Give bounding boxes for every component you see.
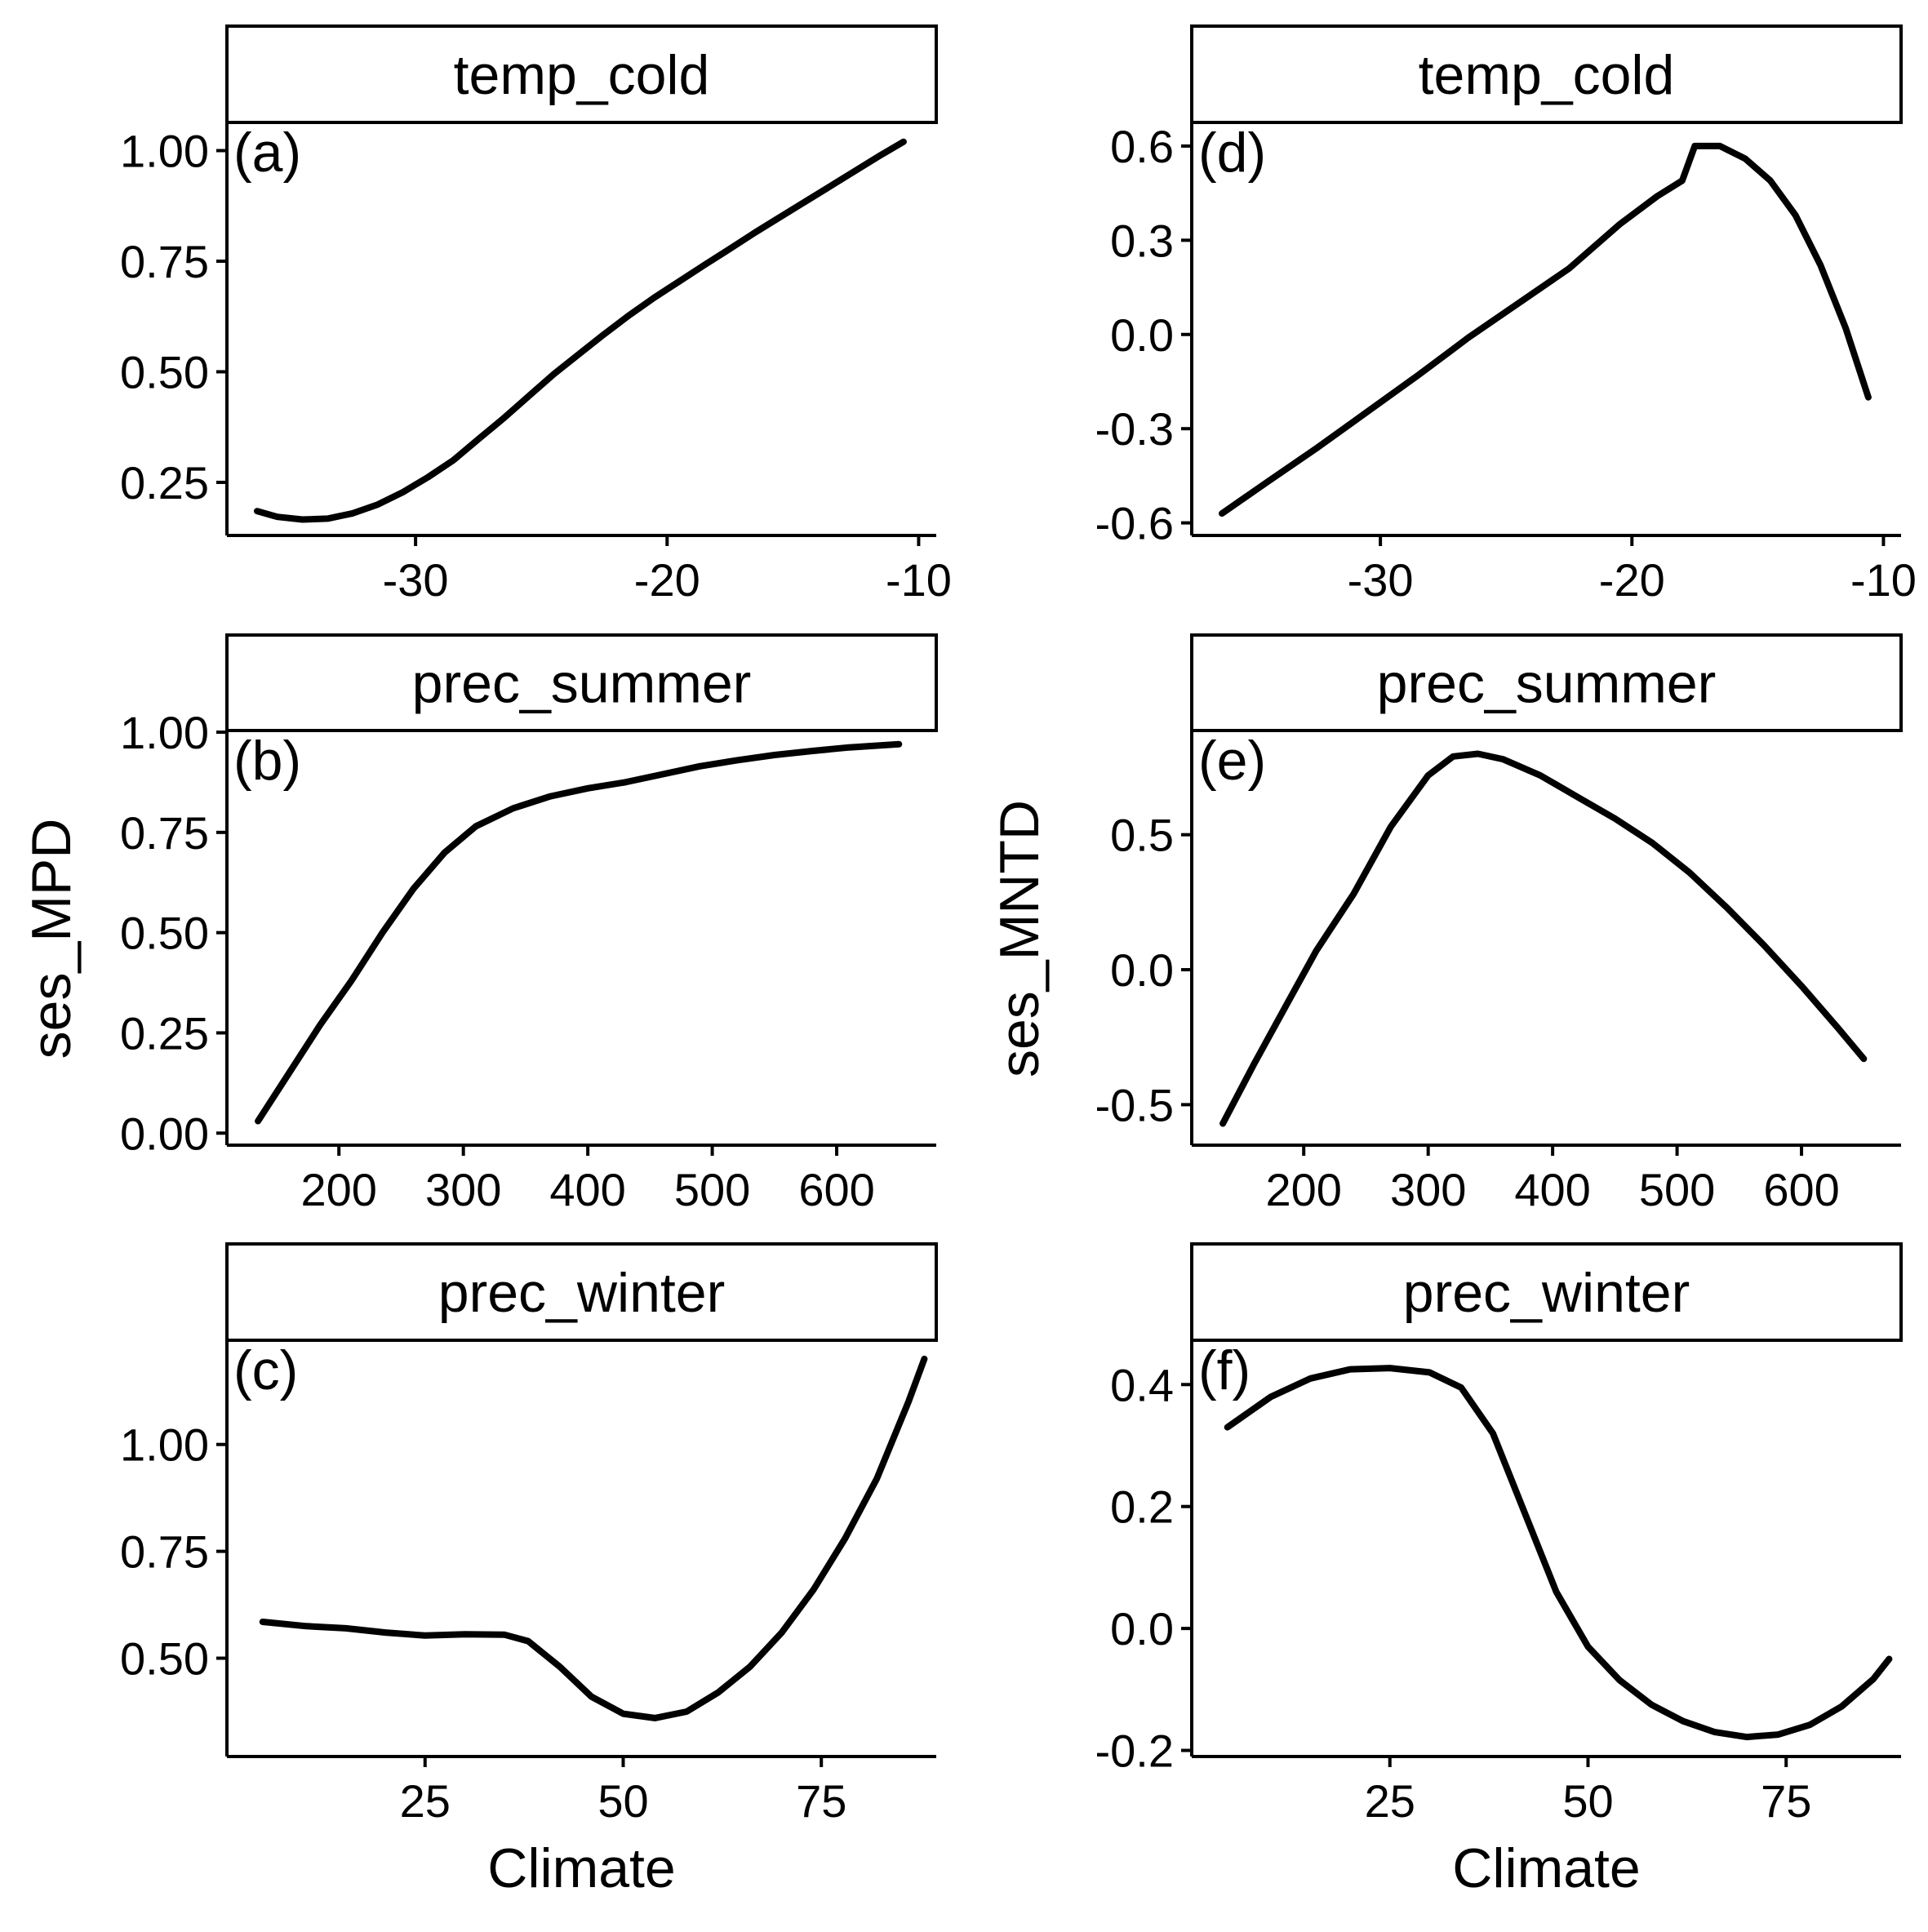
- panel-2-panel-tag: (b): [233, 730, 301, 792]
- panel-4-y-tick-label: 0.3: [1110, 215, 1174, 266]
- panel-6-x-tick-label: 50: [1562, 1775, 1613, 1827]
- panel-6-x-tick-label: 25: [1365, 1775, 1415, 1827]
- panel-6-y-tick-label: -0.2: [1095, 1725, 1175, 1777]
- panel-6-series-line: [1224, 1365, 1893, 1741]
- panel-3-series-line: [259, 1355, 928, 1721]
- panel-1-panel-tag: (a): [233, 122, 301, 184]
- panel-4-y-tick-label: -0.3: [1095, 403, 1175, 455]
- panel-5-series-line: [1219, 750, 1868, 1127]
- panel-5-x-tick-label: 400: [1514, 1164, 1590, 1215]
- panel-5-x-tick-label: 600: [1763, 1164, 1839, 1215]
- panel-6-x-tick-label: 75: [1761, 1775, 1811, 1827]
- panel-3-x-tick-label: 75: [796, 1775, 846, 1827]
- panel-4-y-tick-label: -0.6: [1095, 498, 1175, 549]
- panel-3-facet-strip: [225, 1242, 938, 1342]
- panel-5-panel-tag: (e): [1198, 730, 1266, 792]
- panel-5-y-tick-label: 0.5: [1110, 810, 1174, 861]
- panel-5-facet-strip: [1190, 633, 1903, 732]
- panel-3-panel-tag: (c): [233, 1339, 298, 1401]
- panel-2-x-tick-label: 300: [425, 1164, 501, 1215]
- panel-6-panel-tag: (f): [1198, 1339, 1251, 1401]
- panel-4-facet-label: temp_cold: [1419, 44, 1675, 106]
- panel-4-y-tick-label: 0.6: [1110, 121, 1174, 172]
- panel-5-x-tick-label: 200: [1265, 1164, 1341, 1215]
- panel-4-x-tick-label: -30: [1348, 554, 1414, 606]
- panel-3-y-tick-label: 0.75: [120, 1526, 209, 1578]
- panel-6-facet-label: prec_winter: [1403, 1262, 1690, 1324]
- panel-2-y-tick-label: 0.25: [120, 1007, 209, 1059]
- panel-5-facet-label: prec_summer: [1377, 653, 1717, 715]
- panel-2-y-tick-label: 1.00: [120, 707, 209, 758]
- panel-1-y-tick-label: 0.75: [120, 236, 209, 287]
- panel-4-panel-tag: (d): [1198, 122, 1266, 184]
- panel-1-x-tick-label: -30: [383, 554, 449, 606]
- panel-3-facet-label: prec_winter: [438, 1262, 726, 1324]
- panel-6-facet-strip: [1190, 1242, 1903, 1342]
- panel-4-facet-strip: [1190, 24, 1903, 124]
- panel-6-y-tick-label: 0.0: [1110, 1603, 1174, 1654]
- panel-2-x-tick-label: 600: [798, 1164, 874, 1215]
- y-axis-title-right: ses_MNTD: [988, 800, 1051, 1077]
- panel-2-x-tick-label: 400: [549, 1164, 625, 1215]
- panel-1-y-tick-label: 0.50: [120, 346, 209, 398]
- panel-5-x-tick-label: 500: [1639, 1164, 1715, 1215]
- panel-5-y-tick-label: 0.0: [1110, 944, 1174, 996]
- panel-2-x-tick-label: 500: [674, 1164, 750, 1215]
- panel-2-y-tick-label: 0.50: [120, 908, 209, 959]
- panel-3-y-tick-label: 1.00: [120, 1419, 209, 1471]
- panel-2-series-line: [255, 740, 903, 1125]
- x-axis-title-right: Climate: [1452, 1837, 1641, 1899]
- panel-2-facet-label: prec_summer: [412, 653, 752, 715]
- x-axis-title-left: Climate: [487, 1837, 676, 1899]
- panel-1-facet-strip: [225, 24, 938, 124]
- panel-4-x-tick-label: -20: [1599, 554, 1665, 606]
- panel-1-facet-label: temp_cold: [454, 44, 710, 106]
- panel-5-x-tick-label: 300: [1390, 1164, 1466, 1215]
- panel-4-series-line: [1219, 142, 1872, 517]
- panel-2-facet-strip: [225, 633, 938, 732]
- panel-3-x-tick-label: 25: [400, 1775, 451, 1827]
- panel-2-y-tick-label: 0.75: [120, 807, 209, 859]
- panel-6-y-tick-label: 0.2: [1110, 1481, 1174, 1533]
- panel-3-y-tick-label: 0.50: [120, 1633, 209, 1685]
- panel-4-y-tick-label: 0.0: [1110, 309, 1174, 361]
- panel-6-y-tick-label: 0.4: [1110, 1359, 1174, 1410]
- panel-1-y-tick-label: 1.00: [120, 126, 209, 177]
- panel-5-y-tick-label: -0.5: [1095, 1079, 1175, 1130]
- panel-1-series-line: [254, 138, 907, 523]
- panel-2-x-tick-label: 200: [300, 1164, 376, 1215]
- panel-4-x-tick-label: -10: [1850, 554, 1917, 606]
- panel-1-x-tick-label: -20: [634, 554, 700, 606]
- y-axis-title-left: ses_MPD: [20, 819, 82, 1059]
- panel-1-y-tick-label: 0.25: [120, 457, 209, 509]
- panel-2-y-tick-label: 0.00: [120, 1108, 209, 1159]
- panel-1-x-tick-label: -10: [886, 554, 952, 606]
- panel-3-x-tick-label: 50: [598, 1775, 648, 1827]
